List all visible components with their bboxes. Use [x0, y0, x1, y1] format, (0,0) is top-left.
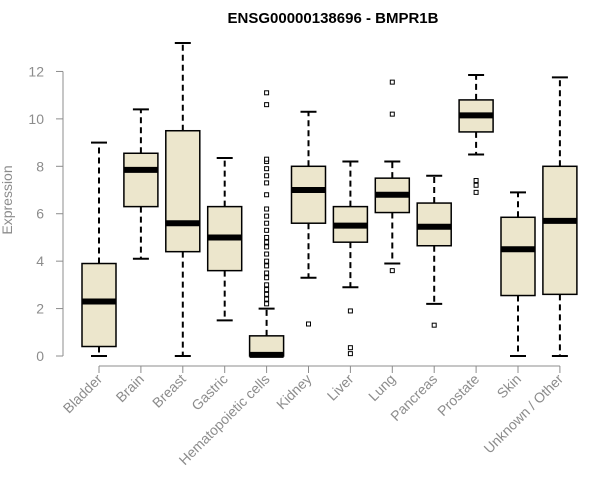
y-tick-label: 6 [36, 206, 44, 222]
outlier-point [264, 166, 270, 172]
box-hematopoietic-cells [248, 90, 285, 358]
box-iqr [123, 152, 159, 208]
outlier-point [264, 291, 270, 297]
outlier-point [347, 308, 353, 314]
outlier-point [264, 213, 270, 219]
x-tick-label: Prostate [434, 371, 482, 419]
x-tick-label: Lung [365, 371, 398, 404]
outlier-point [264, 301, 270, 307]
x-tick-label: Skin [494, 371, 525, 402]
box-iqr [81, 262, 117, 348]
box-kidney [290, 110, 327, 327]
box-liver [332, 160, 369, 357]
outlier-point [264, 251, 270, 257]
y-tick-label: 8 [36, 158, 44, 174]
outlier-point [473, 178, 479, 184]
x-tick-label: Pancreas [387, 371, 440, 424]
outlier-point [264, 287, 270, 293]
y-tick-label: 0 [36, 348, 44, 364]
y-axis-label: Expression [0, 165, 15, 234]
box-pancreas [416, 174, 452, 328]
outlier-point [264, 244, 270, 250]
outlier-point [264, 206, 270, 212]
outlier-point [264, 173, 270, 179]
boxes-group [81, 42, 578, 358]
outlier-point [264, 239, 270, 245]
outlier-point [473, 182, 479, 188]
outlier-point [264, 282, 270, 288]
x-tick-label: Unknown / Other [480, 371, 566, 457]
box-skin [500, 191, 536, 357]
outlier-point [347, 345, 353, 351]
outlier-point [264, 275, 270, 281]
y-tick-label: 2 [36, 301, 44, 317]
x-tick-label: Kidney [273, 371, 315, 413]
outlier-point [389, 111, 395, 117]
box-iqr [165, 129, 201, 253]
y-tick-label: 4 [36, 253, 44, 269]
outlier-point [264, 296, 270, 302]
box-prostate [458, 74, 494, 195]
outlier-point [264, 258, 270, 264]
box-brain [123, 108, 159, 260]
chart-title: ENSG00000138696 - BMPR1B [228, 10, 439, 27]
y-tick-label: 10 [28, 111, 44, 127]
box-breast [165, 42, 201, 357]
box-bladder [81, 141, 117, 357]
outlier-point [306, 321, 311, 327]
box-iqr [542, 165, 578, 296]
y-tick-label: 12 [28, 63, 44, 79]
outlier-point [264, 90, 270, 96]
outlier-point [431, 322, 437, 328]
box-iqr [290, 165, 327, 224]
box-gastric [206, 157, 243, 322]
outlier-point [389, 79, 395, 85]
outlier-point [389, 268, 395, 274]
x-tick-label: Brain [113, 371, 147, 405]
x-tick-label: Breast [149, 371, 189, 411]
outlier-point [264, 220, 270, 226]
outlier-point [264, 192, 270, 198]
y-axis: 0 2 4 6 8 10 12 [28, 63, 64, 364]
outlier-point [473, 189, 479, 195]
box-lung [374, 79, 411, 274]
outlier-point [264, 180, 270, 186]
outlier-point [264, 270, 270, 276]
outlier-point [347, 351, 353, 357]
outlier-point [264, 234, 270, 240]
outlier-point [264, 102, 270, 108]
x-tick-label: Bladder [60, 371, 106, 417]
outlier-point [264, 227, 270, 233]
x-tick-label: Liver [324, 371, 357, 404]
box-unknown-other [542, 76, 578, 357]
outlier-point [264, 156, 270, 162]
box-iqr [500, 216, 536, 297]
outlier-point [264, 263, 270, 269]
